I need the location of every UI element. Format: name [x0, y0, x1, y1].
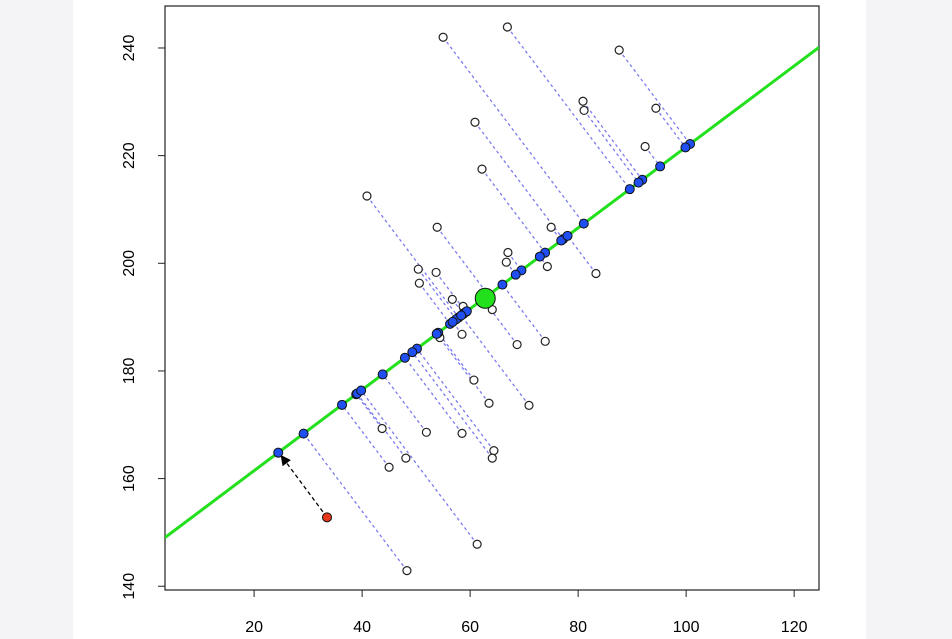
- highlight-arrow: [280, 454, 328, 518]
- data-point: [546, 222, 556, 232]
- projection-line: [411, 351, 493, 459]
- data-point: [512, 339, 522, 350]
- y-tick-label: 240: [121, 35, 138, 62]
- data-point: [489, 445, 499, 456]
- projected-point: [399, 352, 410, 363]
- data-point: [484, 398, 494, 408]
- data-point: [591, 268, 601, 279]
- data-point: [470, 117, 480, 127]
- data-point: [477, 164, 487, 174]
- data-point: [421, 427, 431, 437]
- projection-line: [582, 100, 643, 181]
- projection-line: [356, 393, 407, 459]
- data-point: [640, 141, 650, 152]
- projected-point: [562, 230, 573, 241]
- data-point: [362, 191, 372, 201]
- projected-point: [534, 251, 545, 262]
- projection-line: [583, 110, 640, 183]
- plot-area: [165, 22, 819, 576]
- x-tick-label: 100: [673, 619, 700, 636]
- y-tick-label: 220: [121, 142, 138, 169]
- data-point: [503, 247, 513, 258]
- center-point: [474, 287, 496, 309]
- highlight-projection: [273, 447, 284, 458]
- projection-line: [355, 393, 383, 429]
- y-tick-label: 180: [121, 357, 138, 384]
- projected-point: [497, 279, 508, 290]
- data-point: [540, 336, 550, 346]
- projected-point: [337, 399, 348, 410]
- data-point: [413, 264, 423, 274]
- highlight-point: [322, 512, 333, 523]
- projected-point: [680, 142, 691, 153]
- card: [73, 0, 866, 639]
- data-point: [432, 222, 442, 232]
- x-tick-label: 120: [781, 619, 808, 636]
- data-point: [457, 428, 467, 438]
- y-tick-label: 160: [121, 465, 138, 492]
- projected-point: [456, 310, 467, 321]
- projection-line: [404, 357, 463, 434]
- data-point: [651, 103, 661, 113]
- data-point: [472, 539, 482, 549]
- projection-line: [382, 373, 427, 433]
- projection-line: [436, 333, 490, 404]
- x-tick-label: 60: [461, 619, 479, 636]
- data-point: [431, 267, 441, 278]
- projection-line: [655, 107, 686, 148]
- projection-line: [303, 433, 408, 572]
- projected-point: [377, 369, 388, 380]
- projected-point: [624, 184, 635, 195]
- projection-line: [567, 235, 597, 274]
- projection-line: [437, 332, 475, 381]
- projected-point: [655, 161, 666, 172]
- projected-point: [633, 177, 644, 188]
- data-point: [401, 453, 411, 463]
- data-point: [579, 105, 589, 116]
- data-point: [377, 423, 387, 434]
- data-point: [524, 400, 534, 410]
- projected-point: [407, 347, 418, 358]
- projected-point: [447, 316, 458, 327]
- data-point: [502, 22, 512, 32]
- data-point: [469, 375, 479, 385]
- x-tick-label: 20: [245, 619, 263, 636]
- projection-line: [417, 268, 457, 320]
- data-point: [414, 278, 424, 288]
- projected-point: [298, 428, 309, 439]
- data-point: [487, 453, 497, 463]
- projection-line: [360, 390, 478, 545]
- projection-line: [436, 226, 489, 296]
- data-point: [447, 294, 457, 304]
- projection-line: [442, 36, 585, 225]
- projection-line: [341, 404, 390, 468]
- projected-point: [510, 269, 521, 280]
- data-point: [542, 261, 552, 272]
- data-point: [501, 257, 511, 267]
- projection-line: [366, 195, 460, 318]
- data-point: [384, 462, 394, 472]
- projection-line: [474, 121, 564, 240]
- y-tick-label: 200: [121, 250, 138, 277]
- projection-line: [618, 49, 691, 145]
- projected-point: [578, 218, 589, 229]
- y-tick-label: 140: [121, 573, 138, 600]
- data-point: [402, 566, 412, 576]
- data-point: [438, 32, 448, 42]
- data-point: [578, 96, 588, 106]
- projection-line: [435, 272, 467, 313]
- projection-line: [506, 26, 631, 190]
- projected-point: [356, 385, 367, 396]
- data-point: [614, 45, 624, 55]
- x-tick-label: 40: [353, 619, 371, 636]
- x-tick-label: 80: [569, 619, 587, 636]
- projection-line: [481, 168, 546, 254]
- projection-line: [418, 282, 451, 325]
- projected-point: [431, 328, 442, 339]
- plot-frame: [164, 5, 820, 591]
- data-point: [457, 329, 467, 339]
- projection-line: [460, 315, 530, 406]
